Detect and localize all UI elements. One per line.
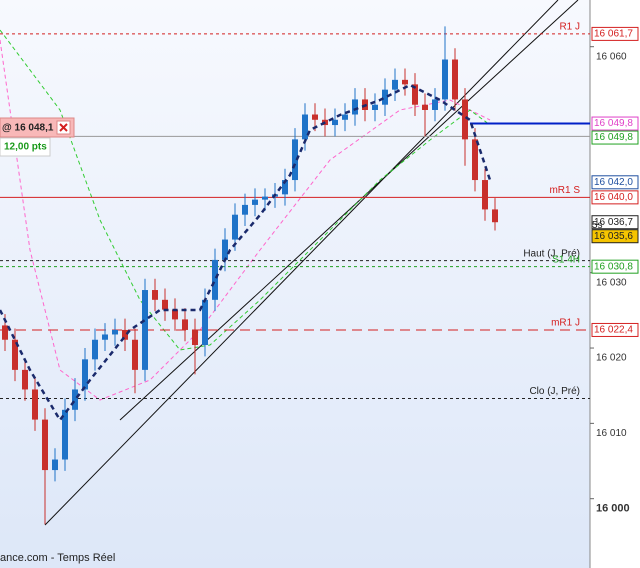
candle-body: [332, 119, 338, 126]
candle-body: [132, 339, 138, 370]
candle-body: [302, 114, 308, 140]
price-tag-label: 16 036,7: [594, 217, 633, 228]
price-tag: [591, 130, 639, 145]
order-price-box: [0, 117, 75, 138]
candle-body: [32, 389, 38, 420]
y-tick-label: 16 030: [596, 277, 627, 288]
plot-area: [0, 0, 590, 568]
candle-body: [162, 299, 168, 310]
pnl-box: [0, 137, 51, 157]
candle-body: [312, 114, 318, 120]
candle-body: [402, 79, 408, 85]
candle-body: [202, 299, 208, 346]
candles: [2, 26, 498, 525]
candle-body: [12, 339, 18, 370]
candle-body: [262, 196, 268, 200]
candle-body: [482, 180, 488, 210]
price-tag-label: 16 035,6: [594, 231, 633, 242]
price-tag-label: 16 030,8: [594, 261, 633, 272]
price-tag: [591, 229, 639, 244]
candle-body: [222, 239, 228, 260]
candle-body: [102, 334, 108, 340]
level-label: R1 J: [559, 22, 580, 33]
price-tag-label: 16 061,7: [594, 29, 633, 40]
candle-body: [282, 180, 288, 195]
candle-body: [122, 329, 128, 340]
candle-body: [172, 309, 178, 320]
candle-body: [462, 99, 468, 140]
candle-body: [92, 339, 98, 360]
y-tick-label: 16 060: [596, 51, 627, 62]
candle-body: [52, 459, 58, 471]
candle-body: [442, 59, 448, 100]
y-tick-label: 16 000: [596, 503, 630, 515]
price-tag: [591, 322, 639, 337]
candle-body: [492, 209, 498, 223]
trend-line: [44, 0, 559, 526]
price-tag-label: 16 040,0: [594, 192, 633, 203]
candle-body: [112, 329, 118, 335]
candle-body: [352, 99, 358, 115]
candle-body: [142, 290, 148, 370]
candle-body: [342, 114, 348, 120]
price-tag-label: 16 049,8: [594, 132, 633, 143]
order-price: @ 16 048,1: [2, 123, 54, 134]
candle-body: [22, 369, 28, 390]
y-tick-label: 16 020: [596, 353, 627, 364]
candle-body: [452, 59, 458, 100]
candle-body: [472, 139, 478, 181]
footer: ance.com - Temps Réel: [0, 552, 115, 564]
level-label: mR1 J: [551, 318, 580, 329]
candle-body: [382, 89, 388, 105]
candle-body: [432, 99, 438, 110]
candle-body: [242, 204, 248, 215]
candle-body: [2, 325, 8, 340]
price-tag-label: 16 049,8: [594, 118, 633, 129]
price-tag: [591, 215, 639, 230]
close-icon: [59, 123, 68, 132]
price-tag-label: 16 042,0: [594, 177, 633, 188]
order-box: @ 16 048,1 12,00 pts: [0, 117, 75, 157]
level-label: Clo (J, Pré): [529, 386, 580, 397]
level-label: mR1 S: [549, 185, 580, 196]
candle-body: [192, 329, 198, 346]
candle-body: [152, 290, 158, 300]
candle-body: [82, 359, 88, 390]
timer-label: 5s: [592, 220, 603, 231]
candle-body: [212, 259, 218, 300]
price-axis: [590, 0, 640, 568]
y-axis: 16 000 16 010 16 020 16 030 16 060: [590, 46, 630, 515]
candle-body: [422, 104, 428, 110]
candle-body: [62, 409, 68, 460]
level-label: S1 4H: [552, 254, 580, 265]
levels: R1 J mR1 S Haut (J, Pré)S1 4H mR1 J Clo (J, …: [0, 22, 590, 400]
ma-navy: [0, 83, 492, 423]
candle-body: [392, 79, 398, 90]
candle-body: [232, 214, 238, 240]
price-tag: [591, 190, 639, 205]
candle-body: [412, 84, 418, 105]
candle-body: [252, 199, 258, 205]
candle-body: [182, 319, 188, 330]
price-tags: 16 061,7 16 049,8 16 049,8 16 042,0 16 040,0…: [591, 26, 639, 337]
candle-body: [72, 389, 78, 410]
trend-line: [119, 0, 579, 421]
candle-body: [42, 419, 48, 471]
candle-body: [292, 139, 298, 181]
price-tag: [591, 116, 639, 131]
price-tag: [591, 259, 639, 274]
candle-body: [372, 104, 378, 110]
order-pnl: 12,00 pts: [4, 142, 47, 153]
y-tick-label: 16 010: [596, 428, 627, 439]
price-tag-label: 16 022,4: [594, 325, 633, 336]
price-tag: [591, 175, 639, 190]
level-label: Haut (J, Pré): [523, 248, 580, 259]
price-tag: [591, 26, 639, 41]
ma-green: [0, 29, 491, 351]
